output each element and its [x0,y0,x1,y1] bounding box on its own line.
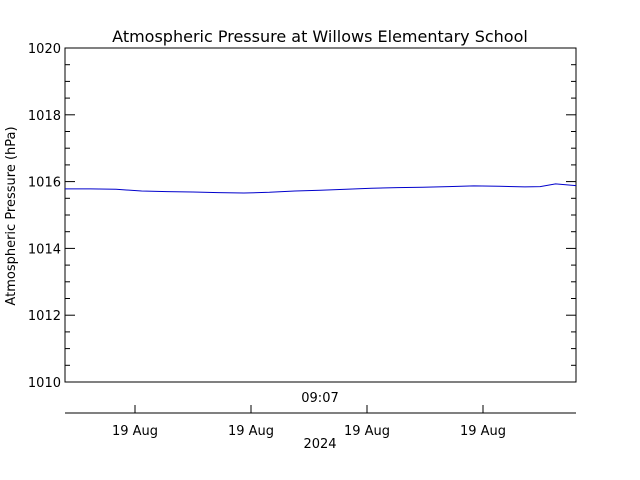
series-layer [65,183,577,194]
x-year-label: 2024 [303,437,336,452]
plot-frame [64,47,577,383]
y-tick-label: 1020 [28,42,61,57]
chart-title: Atmospheric Pressure at Willows Elementa… [112,27,528,46]
y-tick-label: 1016 [28,176,61,191]
y-axis-label: Atmospheric Pressure (hPa) [4,126,19,305]
y-tick-label: 1018 [28,109,61,124]
y-tick-label: 1012 [28,309,61,324]
x-date-label: 19 Aug [344,424,390,439]
y-tick-label: 1010 [28,376,61,391]
pressure-series-line [65,183,577,194]
y-axis-ticks: 1010 1012 1014 1016 1018 1020 [28,42,576,391]
x-date-label: 19 Aug [228,424,274,439]
x-date-label: 19 Aug [112,424,158,439]
x-date-ticks: 19 Aug 19 Aug 19 Aug 19 Aug [112,405,506,439]
y-tick-label: 1014 [28,242,61,257]
x-date-label: 19 Aug [460,424,506,439]
x-time-label: 09:07 [301,391,338,406]
